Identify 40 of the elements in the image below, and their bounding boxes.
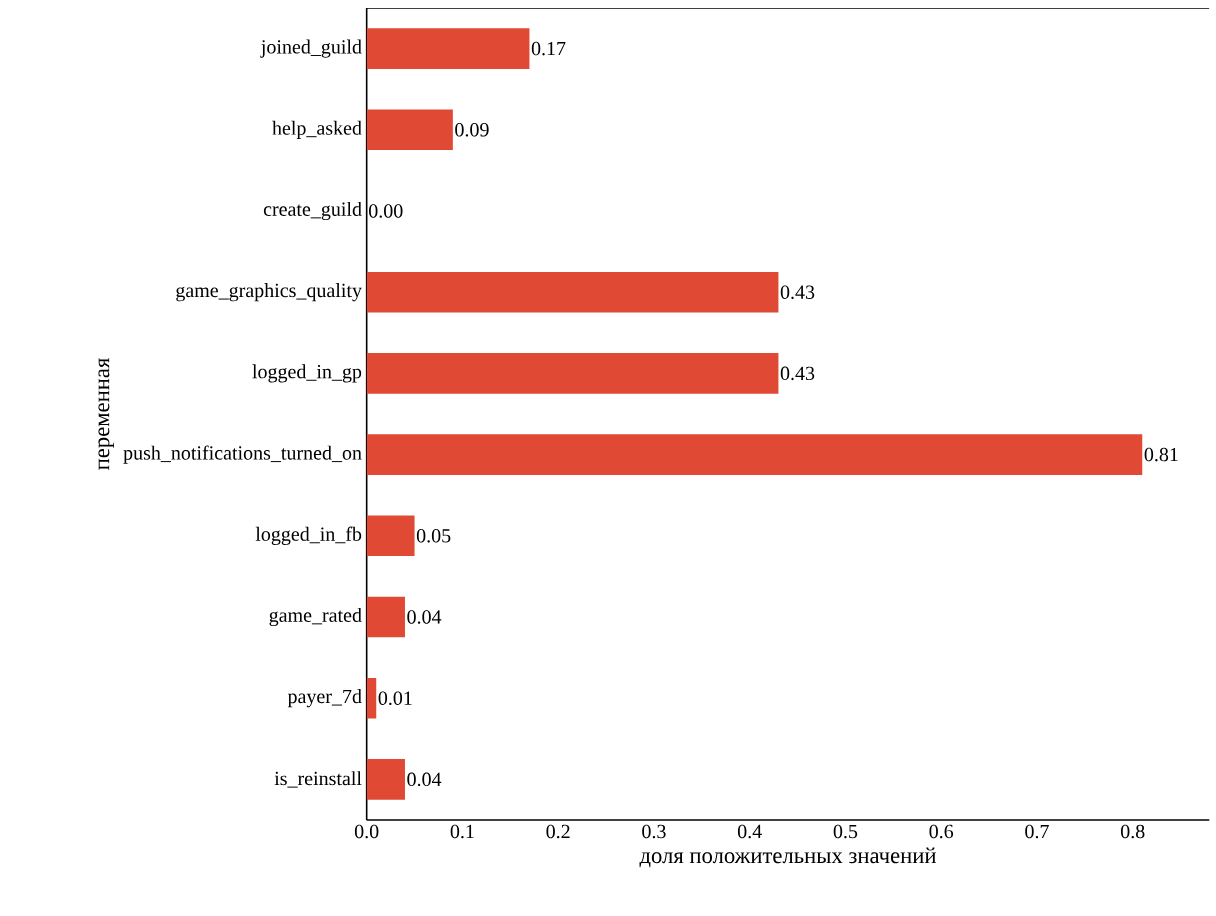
data-label: 0.17 — [531, 41, 566, 56]
data-label: 0.43 — [780, 366, 815, 381]
bar — [366, 271, 779, 313]
x-tick-label: 0.5 — [833, 824, 858, 839]
y-tick-label: game_rated — [269, 607, 362, 627]
x-tick-label: 0.1 — [450, 824, 474, 839]
y-tick-label: joined_guild — [260, 39, 362, 58]
x-tick-label: 0.6 — [929, 824, 954, 839]
y-tick-label: create_guild — [263, 201, 362, 221]
data-label: 0.09 — [455, 123, 489, 137]
y-tick-label: payer_7d — [287, 689, 362, 708]
bar — [366, 515, 415, 557]
y-tick-label: logged_in_fb — [255, 526, 362, 545]
x-tick-label: 0.7 — [1025, 824, 1049, 839]
y-axis-title: переменная — [98, 358, 114, 470]
bar — [366, 759, 405, 800]
x-tick-label: 0.0 — [354, 824, 379, 839]
bar — [366, 596, 405, 638]
bar — [366, 109, 453, 151]
x-tick-label: 0.4 — [737, 824, 762, 839]
bar — [366, 28, 530, 69]
data-label: 0.81 — [1144, 447, 1178, 462]
bar — [366, 434, 1143, 475]
y-tick-label: logged_in_gp — [252, 364, 362, 383]
bar — [366, 677, 377, 719]
y-tick-label: help_asked — [272, 120, 362, 139]
data-label: 0.04 — [407, 610, 442, 624]
y-tick-label: push_notifications_turned_on — [123, 445, 362, 464]
x-tick-label: 0.8 — [1120, 824, 1145, 839]
x-axis-title: доля положительных значений — [639, 847, 937, 868]
x-tick-label: 0.2 — [546, 824, 570, 839]
x-tick-label: 0.3 — [642, 824, 666, 839]
bar — [366, 353, 779, 394]
data-label: 0.04 — [407, 772, 442, 787]
data-label: 0.05 — [416, 529, 451, 543]
data-label: 0.00 — [369, 204, 403, 218]
y-tick-label: game_graphics_quality — [176, 283, 362, 302]
data-label: 0.43 — [780, 285, 815, 299]
data-label: 0.01 — [378, 691, 412, 705]
y-tick-label: is_reinstall — [274, 771, 362, 788]
